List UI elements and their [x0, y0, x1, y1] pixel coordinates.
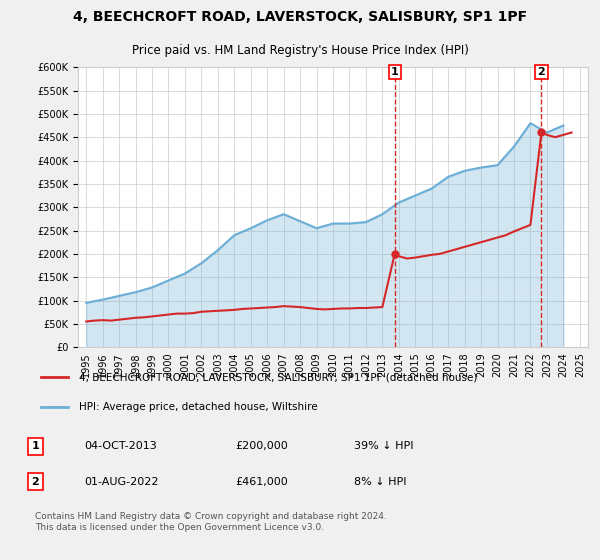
- Text: HPI: Average price, detached house, Wiltshire: HPI: Average price, detached house, Wilt…: [79, 402, 317, 412]
- Text: £200,000: £200,000: [235, 441, 288, 451]
- Text: 1: 1: [391, 67, 398, 77]
- Text: 1: 1: [32, 441, 39, 451]
- Text: 01-AUG-2022: 01-AUG-2022: [84, 477, 158, 487]
- Text: 2: 2: [538, 67, 545, 77]
- Text: 8% ↓ HPI: 8% ↓ HPI: [354, 477, 407, 487]
- Text: 39% ↓ HPI: 39% ↓ HPI: [354, 441, 413, 451]
- Text: 04-OCT-2013: 04-OCT-2013: [84, 441, 157, 451]
- Text: £461,000: £461,000: [235, 477, 288, 487]
- Text: Contains HM Land Registry data © Crown copyright and database right 2024.
This d: Contains HM Land Registry data © Crown c…: [35, 512, 387, 531]
- Text: 4, BEECHCROFT ROAD, LAVERSTOCK, SALISBURY, SP1 1PF (detached house): 4, BEECHCROFT ROAD, LAVERSTOCK, SALISBUR…: [79, 372, 477, 382]
- Text: 2: 2: [32, 477, 39, 487]
- Text: 4, BEECHCROFT ROAD, LAVERSTOCK, SALISBURY, SP1 1PF: 4, BEECHCROFT ROAD, LAVERSTOCK, SALISBUR…: [73, 10, 527, 24]
- Text: Price paid vs. HM Land Registry's House Price Index (HPI): Price paid vs. HM Land Registry's House …: [131, 44, 469, 57]
